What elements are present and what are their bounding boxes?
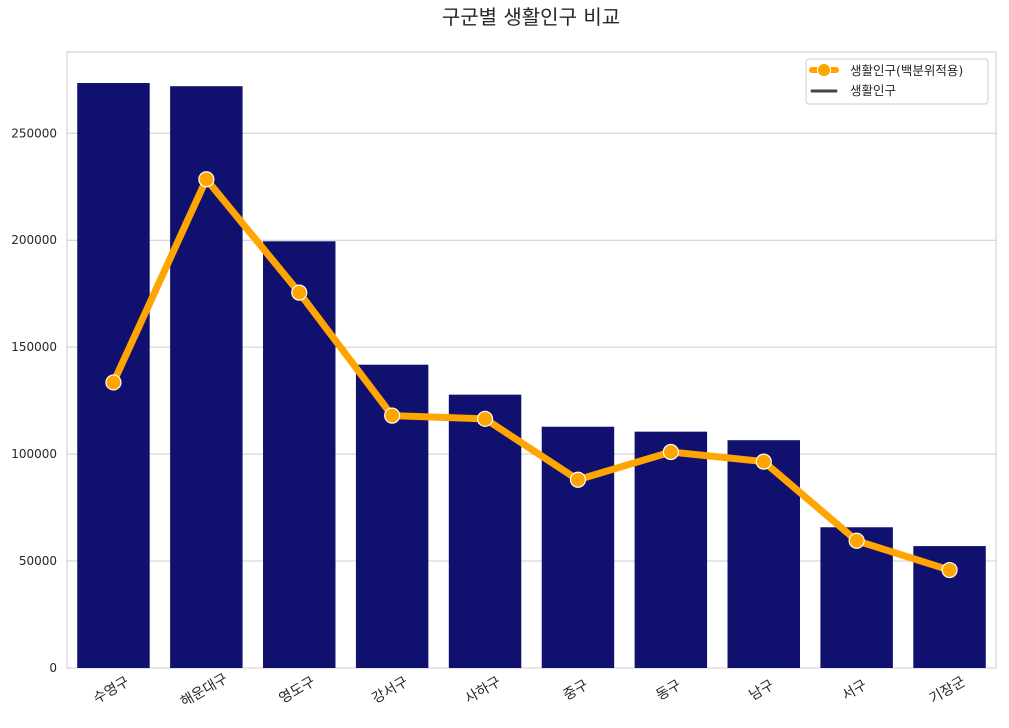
bar bbox=[634, 431, 708, 668]
data-point bbox=[198, 171, 215, 188]
data-point bbox=[291, 284, 308, 301]
series-line bbox=[109, 175, 954, 574]
data-point bbox=[105, 374, 122, 391]
y-axis: 0 50000 100000 150000 200000 250000 bbox=[11, 126, 57, 675]
y-tick-label: 250000 bbox=[11, 126, 57, 140]
x-tick-label: 강서구 bbox=[369, 674, 411, 707]
legend: 생활인구(백분위적용) 생활인구 bbox=[805, 58, 989, 105]
data-point bbox=[662, 443, 679, 461]
legend-label-bar: 생활인구 bbox=[850, 83, 896, 98]
x-axis: 수영구 해운대구 영도구 강서구 사하구 중구 동구 남구 서구 기장군 bbox=[91, 671, 969, 711]
y-tick-label: 100000 bbox=[11, 447, 57, 461]
y-tick-label: 0 bbox=[49, 661, 57, 675]
x-tick-label: 남구 bbox=[747, 677, 777, 704]
x-tick-label: 서구 bbox=[839, 677, 869, 704]
legend-box bbox=[805, 58, 989, 105]
data-point bbox=[476, 410, 494, 427]
y-tick-label: 200000 bbox=[11, 233, 57, 247]
legend-label-line: 생활인구(백분위적용) bbox=[850, 63, 963, 78]
data-point bbox=[384, 407, 401, 424]
data-point bbox=[569, 471, 587, 488]
x-tick-label: 중구 bbox=[561, 677, 591, 704]
bar bbox=[448, 394, 522, 668]
y-tick-label: 150000 bbox=[11, 340, 57, 354]
x-tick-label: 해운대구 bbox=[178, 671, 231, 711]
x-tick-label: 사하구 bbox=[462, 674, 504, 707]
bar bbox=[263, 241, 336, 668]
line-series bbox=[105, 171, 958, 579]
y-tick-label: 50000 bbox=[19, 554, 57, 568]
data-point bbox=[848, 532, 865, 549]
legend-marker-swatch bbox=[817, 63, 831, 77]
x-tick-label: 영도구 bbox=[277, 674, 319, 707]
bar bbox=[727, 440, 800, 668]
x-tick-label: 동구 bbox=[654, 677, 684, 704]
chart-title: 구군별 생활인구 비교 bbox=[442, 5, 620, 29]
data-point bbox=[941, 561, 958, 579]
x-tick-label: 수영구 bbox=[91, 674, 133, 707]
x-tick-label: 기장군 bbox=[927, 674, 969, 707]
data-point bbox=[755, 453, 772, 470]
